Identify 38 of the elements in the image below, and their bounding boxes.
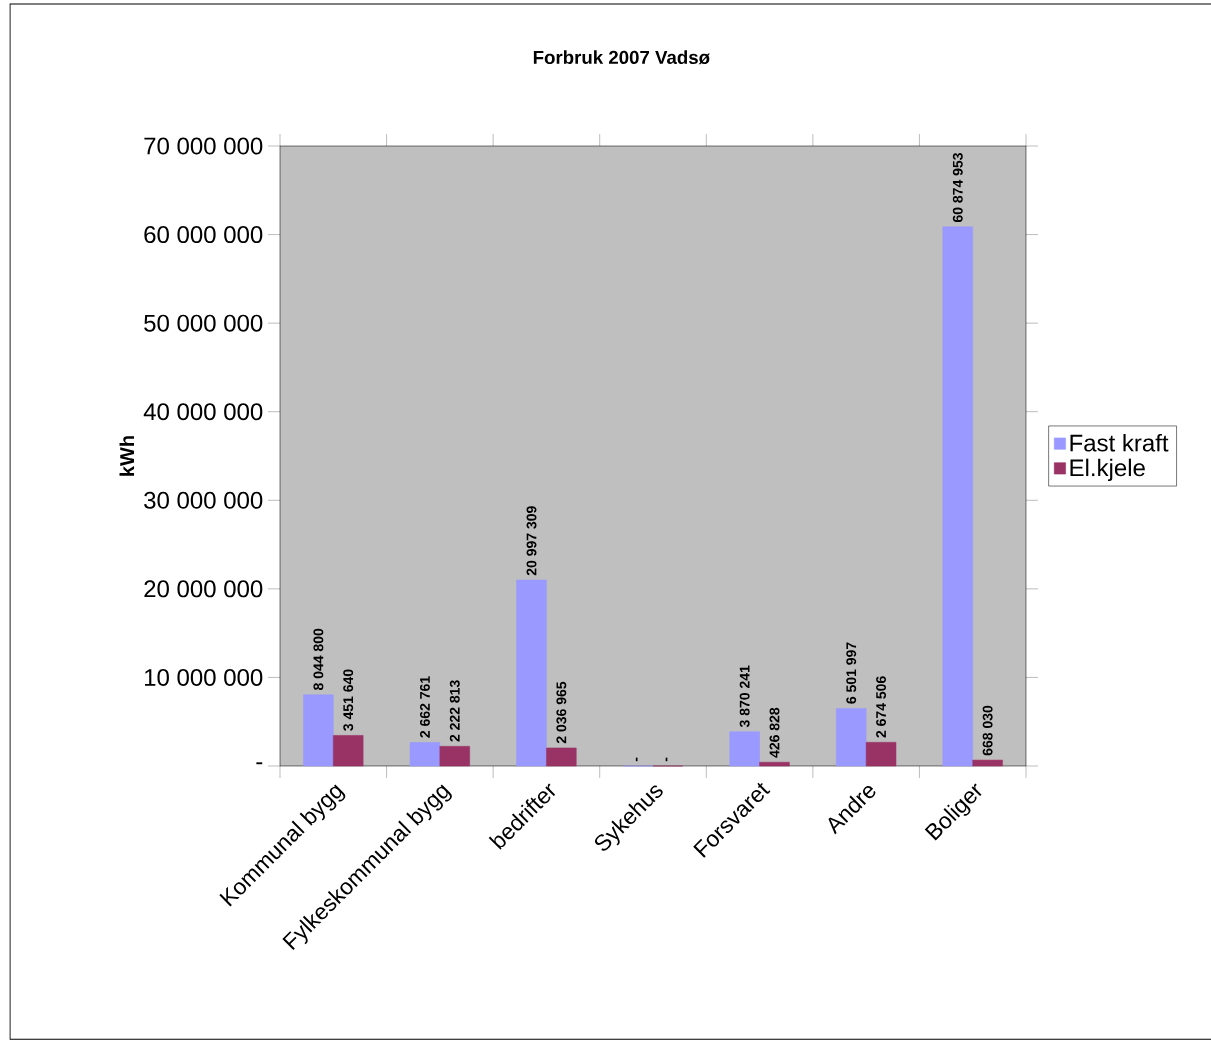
data-label: 6 501 997: [846, 642, 857, 704]
data-label: 426 828: [769, 707, 780, 758]
bar: [865, 742, 897, 767]
y-tick-label: 50 000 000: [144, 314, 263, 332]
y-tick-label: -: [256, 762, 263, 765]
chart-title: Forbruk 2007 Vadsø: [533, 50, 710, 65]
bar: [409, 742, 441, 767]
y-tick-label: 10 000 000: [144, 668, 263, 686]
bar: [759, 761, 790, 767]
bar: [836, 708, 867, 767]
data-label: 20 997 309: [526, 506, 537, 576]
data-label: -: [635, 757, 638, 762]
bar: [972, 759, 1003, 767]
data-label: 2 662 761: [419, 676, 430, 738]
data-label: 2 674 506: [876, 676, 887, 738]
bar: [546, 747, 577, 767]
bar: [333, 735, 364, 767]
data-label: 668 030: [982, 705, 993, 756]
bar: [439, 746, 470, 767]
y-tick-label: 60 000 000: [144, 226, 263, 244]
data-label: 3 451 640: [343, 669, 354, 731]
y-tick-label: 30 000 000: [144, 491, 263, 509]
legend-label: Fast kraft: [1070, 433, 1169, 452]
y-axis-title: kWh: [119, 436, 135, 476]
bar: [516, 579, 547, 767]
data-label: 8 044 800: [313, 628, 324, 691]
data-label: 3 870 241: [739, 665, 750, 728]
y-tick-label: 70 000 000: [144, 137, 263, 155]
y-tick-label: 20 000 000: [144, 580, 263, 598]
bar: [942, 226, 973, 767]
y-tick-label: 40 000 000: [143, 403, 263, 421]
legend-label: El.kjele: [1070, 458, 1145, 482]
data-label: 60 874 953: [952, 153, 963, 223]
data-label: -: [665, 757, 668, 762]
data-label: 2 036 965: [556, 681, 567, 744]
bar: [303, 694, 334, 767]
bar: [729, 731, 760, 767]
data-label: 2 222 813: [449, 680, 460, 742]
